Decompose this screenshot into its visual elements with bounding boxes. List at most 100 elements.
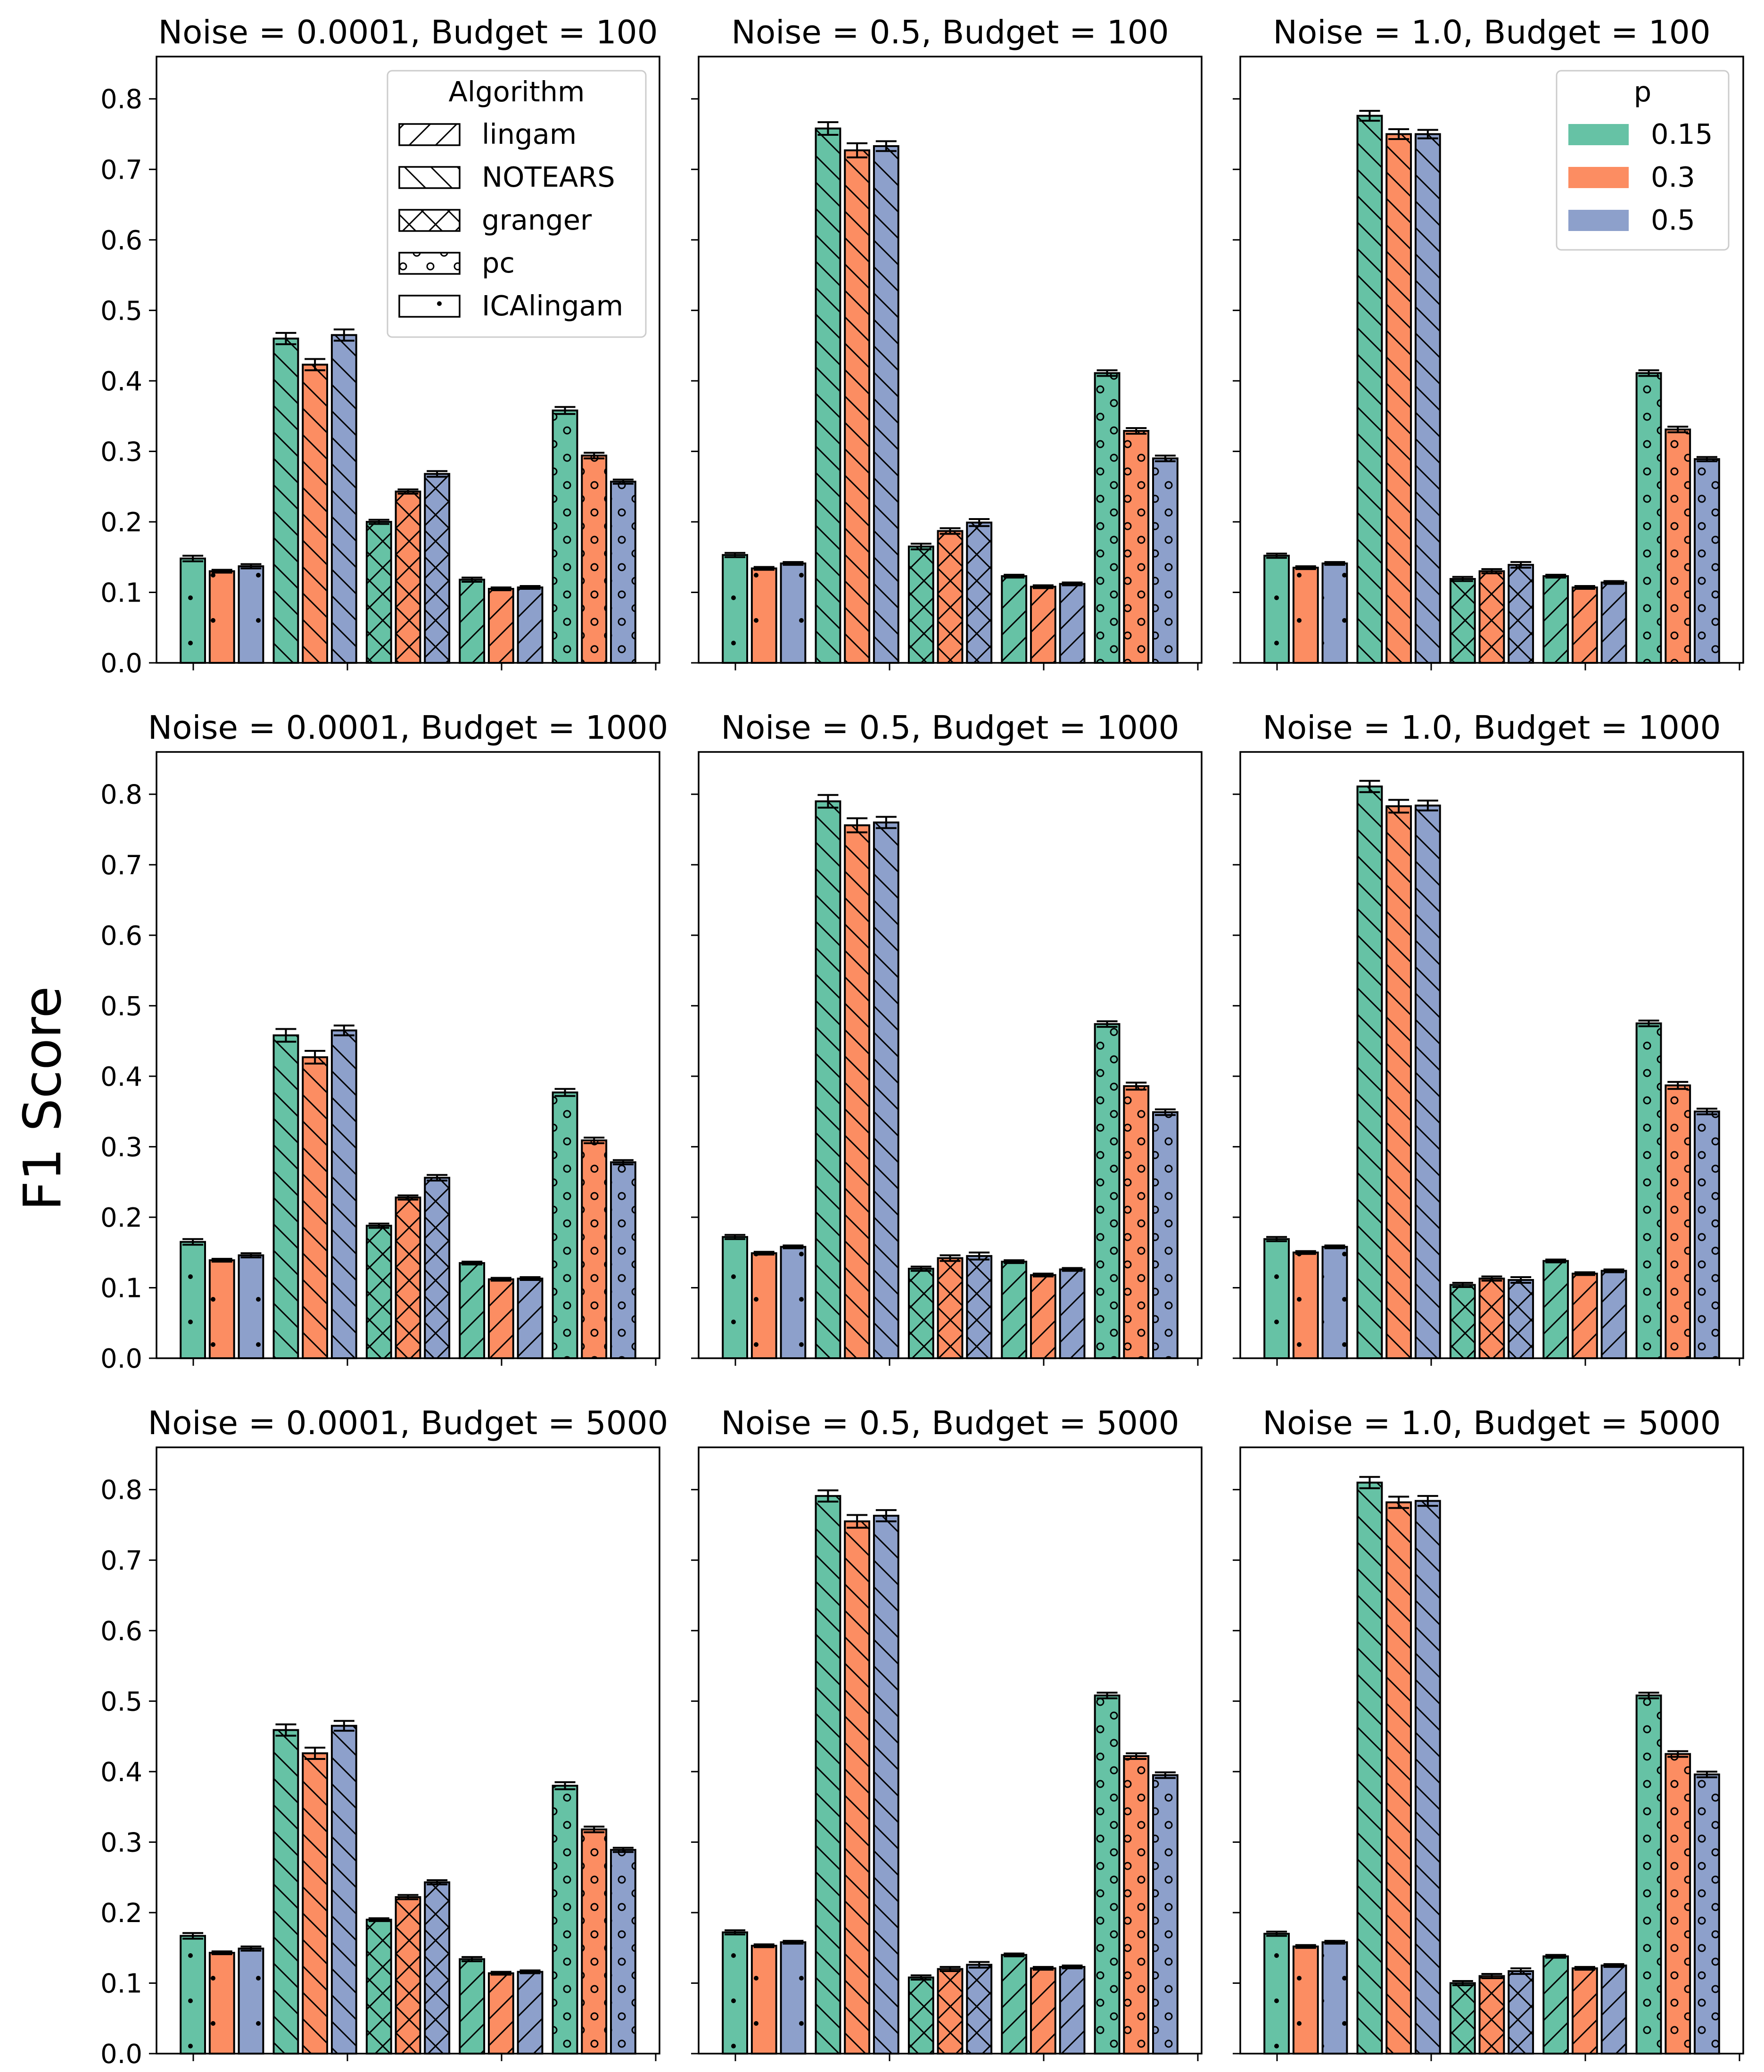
error-bar <box>490 1971 511 1976</box>
error-bar <box>969 1961 990 1969</box>
panel-title: Noise = 1.0, Budget = 5000 <box>1262 1404 1721 1442</box>
y-tick-label: 0.2 <box>100 1203 142 1233</box>
legend-label-granger: granger <box>482 204 592 236</box>
error-bar <box>584 1825 605 1833</box>
bar-hatch-pc-p0.5 <box>1694 1773 1720 2055</box>
axes-frame <box>156 751 660 1359</box>
error-bar <box>1266 1236 1287 1242</box>
bar-hatch-pc-p0.15 <box>1094 1023 1121 1359</box>
error-bar <box>275 1723 297 1737</box>
error-bar <box>519 585 541 590</box>
error-bar <box>584 452 605 460</box>
error-bar <box>1004 1952 1025 1957</box>
legend-title: Algorithm <box>449 75 585 108</box>
error-bar <box>1510 1967 1532 1975</box>
y-tick-label: 0.8 <box>100 780 142 810</box>
error-bar <box>847 817 868 834</box>
error-bar <box>1359 110 1380 122</box>
bar-hatch-granger-p0.15 <box>907 1268 934 1359</box>
bar-hatch-ICAlingam-p0.15 <box>180 1241 206 1359</box>
error-bar <box>397 1194 419 1201</box>
legend-label-NOTEARS: NOTEARS <box>482 161 615 193</box>
legend-label-p0.5: 0.5 <box>1651 204 1695 236</box>
error-bar <box>368 1917 389 1922</box>
bar-hatch-granger-p0.15 <box>365 1918 392 2055</box>
error-bar <box>817 794 839 809</box>
bar-hatch-pc-p0.5 <box>1152 1774 1179 2055</box>
bar-hatch-NOTEARS-p0.3 <box>302 363 329 664</box>
error-bar <box>1266 553 1287 559</box>
bar-hatch-ICAlingam-p0.3 <box>1292 1251 1319 1360</box>
error-bar <box>1062 581 1083 586</box>
error-bar <box>1667 1081 1689 1090</box>
error-bar <box>1266 1931 1287 1937</box>
panel-9: Noise = 1.0, Budget = 5000 <box>1233 1404 1744 2061</box>
bar-hatch-pc-p0.5 <box>1694 458 1720 664</box>
y-tick-label: 0.7 <box>100 1545 142 1576</box>
bar-hatch-lingam-p0.15 <box>1001 575 1028 664</box>
error-bar <box>1574 585 1595 590</box>
error-bar <box>783 1940 804 1945</box>
error-bar <box>1452 1980 1473 1986</box>
bar-hatch-NOTEARS-p0.5 <box>873 821 899 1359</box>
bar-hatch-ICAlingam-p0.5 <box>238 1948 264 2055</box>
bar-hatch-ICAlingam-p0.3 <box>208 1952 235 2055</box>
bar-hatch-ICAlingam-p0.15 <box>180 1935 206 2055</box>
bar-hatch-ICAlingam-p0.3 <box>750 567 777 664</box>
error-bar <box>1667 426 1689 434</box>
error-bar <box>1324 1244 1345 1249</box>
error-bar <box>1032 1966 1054 1971</box>
bar-hatch-ICAlingam-p0.5 <box>1321 562 1348 664</box>
panel-6: Noise = 1.0, Budget = 1000 <box>1233 709 1744 1366</box>
error-bar <box>490 586 511 591</box>
error-bar <box>1510 1276 1532 1284</box>
bar-hatch-lingam-p0.15 <box>459 1958 486 2055</box>
error-bar <box>1295 1250 1316 1255</box>
y-tick-label: 0.6 <box>100 225 142 256</box>
error-bar <box>1603 1963 1624 1968</box>
y-tick-label: 0.1 <box>100 578 142 608</box>
bar-hatch-lingam-p0.15 <box>459 578 486 664</box>
axes-frame <box>698 1446 1203 2055</box>
legend-label-ICAlingam: ICAlingam <box>482 289 623 322</box>
error-bar <box>1545 1954 1566 1959</box>
bar-hatch-pc-p0.3 <box>1665 1084 1691 1360</box>
bar-hatch-NOTEARS-p0.3 <box>1385 1501 1412 2055</box>
legend-swatch-p0.5 <box>1568 210 1629 231</box>
y-tick-label: 0.1 <box>100 1968 142 1999</box>
error-bar <box>1062 1965 1083 1970</box>
y-axis-label: F1 Score <box>12 986 73 1211</box>
error-bar <box>182 554 204 562</box>
bar-hatch-lingam-p0.5 <box>1059 583 1086 664</box>
bar-hatch-lingam-p0.3 <box>1571 1967 1598 2055</box>
bar-hatch-pc-p0.15 <box>1635 1694 1662 2055</box>
panel-2: Noise = 0.5, Budget = 100 <box>691 14 1203 670</box>
error-bar <box>240 1252 262 1259</box>
error-bar <box>753 1943 775 1948</box>
bar-hatch-lingam-p0.3 <box>1030 586 1056 664</box>
bar-hatch-ICAlingam-p0.15 <box>1263 1932 1290 2055</box>
bar-hatch-lingam-p0.5 <box>1059 1268 1086 1359</box>
error-bar <box>969 1251 990 1261</box>
error-bar <box>211 569 232 574</box>
error-bar <box>1096 1020 1118 1028</box>
bar-hatch-pc-p0.3 <box>581 454 608 664</box>
bar-hatch-ICAlingam-p0.5 <box>780 1941 807 2055</box>
error-bar <box>397 1894 419 1900</box>
axes-frame <box>698 56 1203 664</box>
bar-hatch-pc-p0.5 <box>610 1161 636 1359</box>
error-bar <box>1154 1771 1176 1779</box>
error-bar <box>462 1261 483 1266</box>
bar-hatch-NOTEARS-p0.3 <box>302 1752 329 2055</box>
bar-hatch-lingam-p0.15 <box>1001 1954 1028 2055</box>
bar-hatch-granger-p0.3 <box>1478 570 1505 664</box>
error-bar <box>490 1277 511 1282</box>
bar-hatch-lingam-p0.5 <box>517 586 544 664</box>
bar-hatch-NOTEARS-p0.5 <box>1414 804 1441 1359</box>
error-bar <box>783 1244 804 1249</box>
error-bar <box>1359 1476 1380 1489</box>
bars <box>180 1024 636 1360</box>
error-bar <box>1096 1692 1118 1700</box>
bar-hatch-pc-p0.5 <box>1694 1110 1720 1359</box>
bar-hatch-ICAlingam-p0.3 <box>208 1259 235 1359</box>
